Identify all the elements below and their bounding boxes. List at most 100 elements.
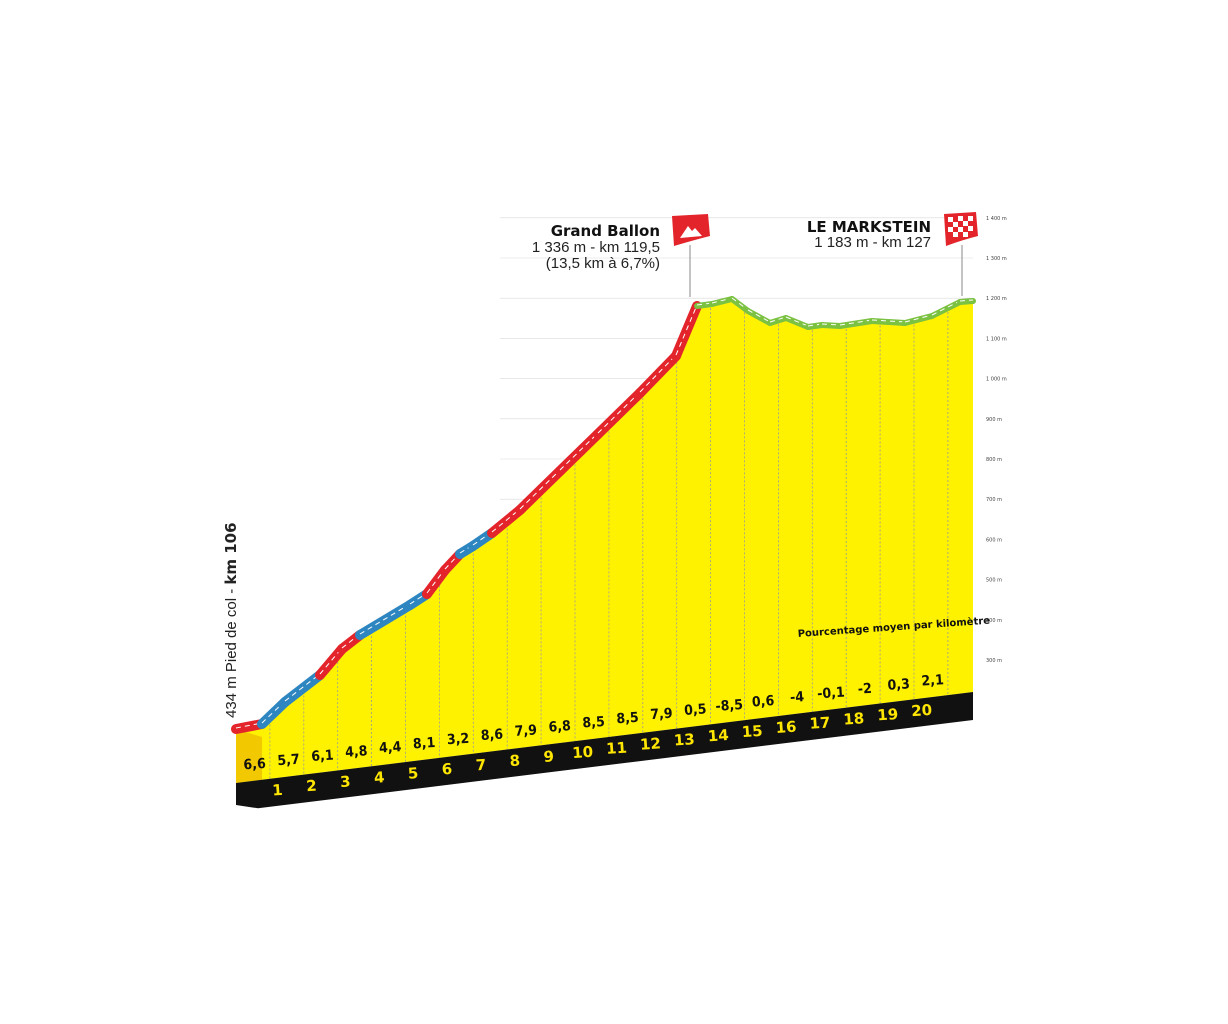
peak-grand-ballon: Grand Ballon 1 336 m - km 119,5 (13,5 km… [532,214,710,297]
profile-segment [957,298,976,305]
km-marker: 2 [306,777,318,796]
profile-centerline [675,304,698,356]
profile-segment [671,301,702,361]
gradient-label: 6,1 [311,748,334,766]
profile-segment [257,697,290,729]
altitude-label: 1 100 m [986,336,1007,342]
altitude-label: 600 m [986,537,1002,543]
gradient-label: -4 [790,689,805,706]
km-marker: 9 [543,747,555,766]
profile-centerline [711,297,733,304]
peak-name: Grand Ballon [551,222,660,240]
profile-segment [709,296,735,307]
gradient-label: 6,8 [548,718,571,736]
profile-segment [837,318,875,329]
peak-extra: (13,5 km à 6,7%) [546,255,660,272]
gradient-label: 3,2 [446,731,469,749]
profile-side [236,729,262,783]
km-marker: 3 [340,772,352,791]
gradient-label: -2 [857,681,872,698]
km-marker: 10 [572,743,594,762]
peak-name: LE MARKSTEIN [807,218,931,236]
profile-segment [487,505,525,538]
gradient-label: 8,6 [480,727,504,745]
mountain-flag-icon [672,214,710,246]
altitude-label: 500 m [986,578,1002,584]
profile-centerline [904,314,933,323]
altitude-label: 1 000 m [986,377,1007,383]
km-marker: 14 [707,726,729,745]
altitude-label: 1 300 m [986,256,1007,262]
gradient-label: -0,1 [817,685,846,703]
gradient-label: 8,5 [616,710,639,728]
gradient-label: 8,1 [412,735,435,753]
foot-label-text: 434 m Pied de col - [223,585,240,718]
profile-segment [280,670,325,707]
altitude-labels: 300 m 400 m 500 m 600 m 700 m 800 m 900 m 1 000… [986,216,1007,664]
altitude-label: 700 m [986,497,1002,503]
profile-segment [869,318,908,326]
km-marker: 6 [441,760,453,779]
gradient-label: 5,7 [277,752,300,770]
profile-centerline [821,323,841,326]
altitude-label: 300 m [986,658,1002,664]
profile-area [236,299,973,783]
gradient-labels: 6,6 5,7 6,1 4,8 4,4 8,1 3,2 8,6 7,9 6,8 8,5 8,5 7,9 0… [243,672,944,773]
profile-segment [929,299,963,319]
gradient-label: 4,4 [379,739,403,757]
profile-segment [819,322,843,329]
km-marker: 8 [509,751,521,770]
foot-label-km: km 106 [222,522,240,584]
profile-base [236,691,973,809]
profile-segment [745,308,773,326]
peak-info: 1 336 m - km 119,5 [532,239,660,256]
altitude-label: 400 m [986,618,1002,624]
gradient-label: 0,6 [751,693,775,711]
km-marker: 18 [843,709,865,728]
profile-centerline [747,309,771,323]
km-marker: 1 [272,781,284,800]
km-marker: 12 [639,734,661,753]
foot-of-climb-label: 434 m Pied de col - km 106 [222,522,240,718]
peak-le-markstein: LE MARKSTEIN 1 183 m - km 127 [807,212,978,296]
profile-centerline [871,319,906,323]
km-marker: 7 [475,756,487,775]
altitude-label: 1 400 m [986,216,1007,222]
gradient-label: 4,8 [345,743,368,761]
profile-centerline [409,592,428,605]
profile-centerline [597,391,641,434]
profile-segment [515,466,565,515]
gradient-label: 6,6 [243,756,267,774]
profile-segment [729,296,751,314]
altitude-label: 900 m [986,417,1002,423]
profile-centerline [785,316,809,327]
km-marker: 15 [741,722,763,741]
km-marker: 4 [373,768,385,787]
gradient-label: 7,9 [650,706,673,724]
km-marker: 16 [775,718,797,737]
profile-segment [315,644,347,680]
gradient-label: 0,5 [684,701,707,719]
gradient-label: -8,5 [715,697,744,715]
profile-centerline [519,469,561,510]
altitude-label: 800 m [986,457,1002,463]
gradient-label: 7,9 [514,722,537,740]
checkered-flag-icon [944,212,978,246]
km-dividers [269,308,949,779]
km-marker: 17 [809,713,831,732]
km-marker: 13 [673,730,695,749]
profile-centerline [959,299,974,302]
gradient-label: 2,1 [921,672,944,690]
profile-segment [635,351,681,398]
profile-segment [355,600,415,640]
profile-segment [555,429,603,476]
profile-centerline [426,568,446,594]
km-marker: 5 [407,764,419,783]
km-labels: 1 2 3 4 5 6 7 8 9 10 11 12 13 14 15 16 17 18 19 20 [272,701,933,800]
peak-info: 1 183 m - km 127 [814,234,931,251]
profile-segment [593,388,645,439]
profile-centerline [359,603,411,635]
profile-centerline [731,297,749,311]
gradient-label: 8,5 [582,714,605,732]
